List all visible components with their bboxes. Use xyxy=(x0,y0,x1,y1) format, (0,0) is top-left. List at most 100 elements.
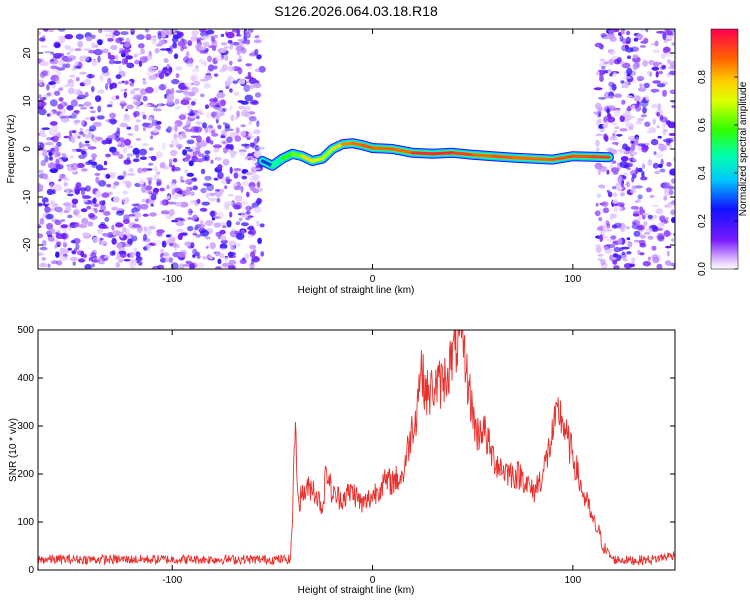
noise-speckle xyxy=(595,70,600,76)
noise-speckle xyxy=(80,168,88,172)
noise-speckle xyxy=(220,33,225,38)
noise-speckle xyxy=(64,34,74,40)
noise-speckle xyxy=(120,88,125,92)
noise-speckle xyxy=(224,54,229,62)
noise-speckle xyxy=(665,137,674,144)
noise-speckle xyxy=(253,255,259,261)
noise-speckle xyxy=(205,111,213,119)
noise-speckle xyxy=(617,238,623,246)
noise-speckle xyxy=(159,253,164,259)
noise-speckle xyxy=(71,130,77,134)
noise-speckle xyxy=(641,163,646,170)
noise-speckle xyxy=(238,217,243,222)
noise-speckle xyxy=(658,62,662,65)
noise-speckle xyxy=(164,72,169,77)
noise-speckle xyxy=(159,199,167,206)
noise-speckle xyxy=(94,207,98,214)
noise-speckle xyxy=(101,192,110,198)
noise-speckle xyxy=(632,158,637,162)
noise-speckle xyxy=(602,225,608,233)
noise-speckle xyxy=(638,224,646,230)
noise-speckle xyxy=(609,94,613,99)
noise-speckle xyxy=(659,115,664,120)
noise-speckle xyxy=(182,97,192,101)
noise-speckle xyxy=(661,64,666,69)
noise-speckle xyxy=(73,119,81,124)
noise-speckle xyxy=(245,63,252,67)
noise-speckle xyxy=(253,150,263,159)
noise-speckle xyxy=(233,168,242,172)
noise-speckle xyxy=(47,234,53,238)
noise-speckle xyxy=(168,257,174,263)
noise-speckle xyxy=(124,80,129,85)
noise-speckle xyxy=(191,68,200,73)
noise-speckle xyxy=(621,251,626,256)
noise-speckle xyxy=(99,200,105,206)
noise-speckle xyxy=(65,63,71,69)
noise-speckle xyxy=(178,114,187,120)
noise-speckle xyxy=(240,185,244,193)
noise-speckle xyxy=(96,258,103,261)
noise-speckle xyxy=(127,145,134,149)
noise-speckle xyxy=(135,256,143,262)
noise-speckle xyxy=(228,259,237,265)
noise-speckle xyxy=(65,44,70,51)
noise-speckle xyxy=(88,212,95,219)
noise-speckle xyxy=(667,121,675,129)
noise-speckle xyxy=(156,171,161,175)
noise-speckle xyxy=(148,178,152,185)
noise-speckle xyxy=(135,251,141,258)
noise-speckle xyxy=(236,29,240,37)
noise-speckle xyxy=(609,36,617,43)
noise-speckle xyxy=(631,176,635,183)
noise-speckle xyxy=(97,55,101,63)
noise-speckle xyxy=(199,29,207,33)
noise-speckle xyxy=(205,29,215,35)
noise-speckle xyxy=(620,227,626,232)
noise-speckle xyxy=(46,188,54,196)
noise-speckle xyxy=(116,252,120,260)
noise-speckle xyxy=(103,160,108,166)
noise-speckle xyxy=(671,42,675,46)
noise-speckle xyxy=(651,245,657,251)
noise-speckle xyxy=(664,204,670,208)
noise-speckle xyxy=(256,187,264,192)
noise-speckle xyxy=(649,194,655,198)
noise-speckle xyxy=(175,66,183,71)
noise-speckle xyxy=(222,225,227,229)
noise-speckle xyxy=(98,209,105,213)
noise-speckle xyxy=(617,175,623,183)
noise-speckle xyxy=(129,251,135,259)
noise-speckle xyxy=(126,126,132,130)
noise-speckle xyxy=(626,251,632,255)
noise-speckle xyxy=(182,149,188,156)
noise-speckle xyxy=(620,80,625,84)
signal-track-segment xyxy=(350,141,365,147)
noise-speckle xyxy=(74,188,81,195)
noise-speckle xyxy=(156,151,163,159)
noise-speckle xyxy=(150,155,157,161)
noise-speckle xyxy=(187,225,194,232)
signal-track xyxy=(257,138,614,171)
noise-speckle xyxy=(213,147,220,153)
noise-speckle xyxy=(70,99,78,107)
noise-speckle xyxy=(74,48,81,51)
noise-speckle xyxy=(219,253,225,259)
noise-speckle xyxy=(624,110,631,117)
noise-speckle xyxy=(92,121,102,127)
noise-speckle xyxy=(248,77,257,84)
noise-speckle xyxy=(217,124,222,130)
signal-track-segment xyxy=(270,157,284,168)
noise-speckle xyxy=(222,122,227,125)
noise-speckle xyxy=(79,131,84,135)
noise-speckle xyxy=(227,65,235,72)
noise-speckle xyxy=(209,140,214,145)
noise-speckle xyxy=(212,144,222,149)
noise-speckle xyxy=(230,114,235,122)
noise-speckle xyxy=(83,148,88,152)
noise-speckle xyxy=(622,175,627,180)
noise-speckle xyxy=(629,263,635,268)
noise-speckle xyxy=(97,89,105,94)
noise-speckle xyxy=(136,34,145,40)
snr-panel: -100 0 100 0 100 200 300 400 500 Height of stra… xyxy=(8,325,676,596)
